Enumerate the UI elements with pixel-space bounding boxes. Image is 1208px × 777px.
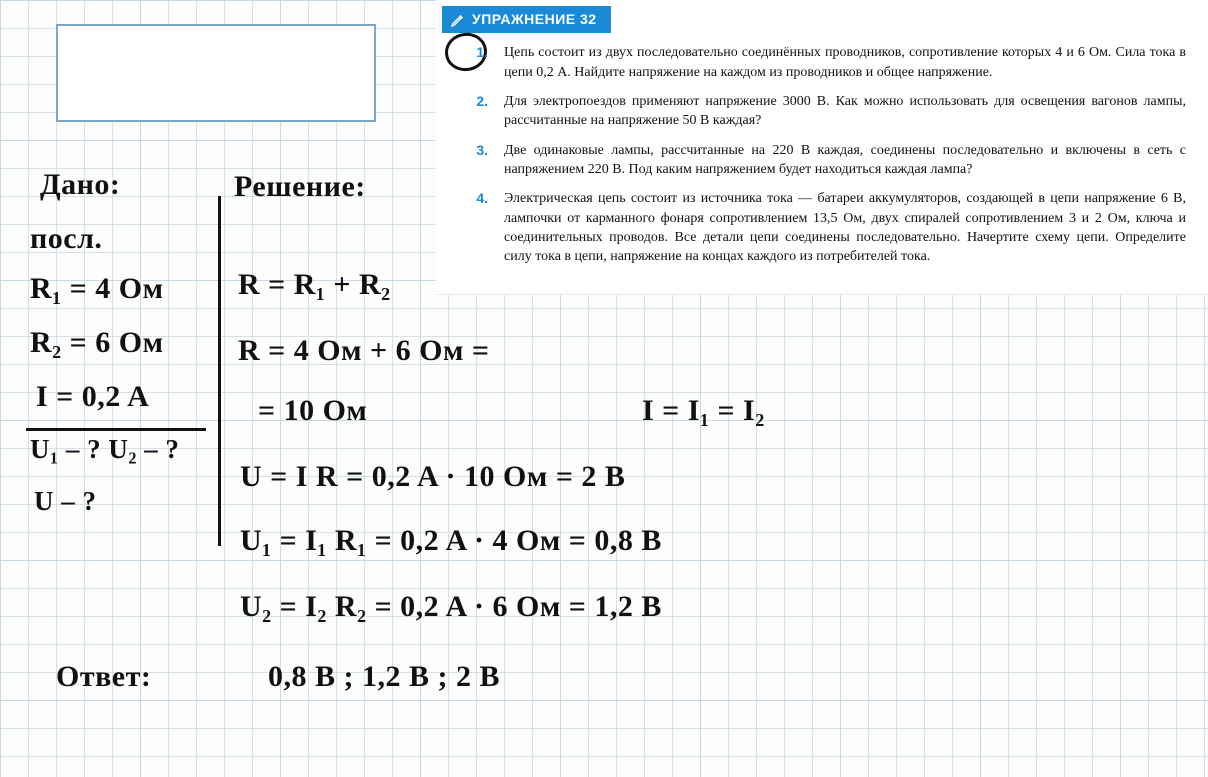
given-label: Дано: [40, 168, 120, 202]
name-field-frame [56, 24, 376, 122]
exercise-header-text: УПРАЖНЕНИЕ 32 [472, 10, 597, 29]
eq-U2: U₂ = I₂ R₂ = 0,2 A · 6 Ом = 1,2 В [240, 590, 662, 624]
eq-R-result: = 10 Ом [258, 394, 367, 428]
given-separator [26, 428, 206, 431]
given-I: I = 0,2 A [36, 380, 149, 414]
problem-1: 1. Цепь состоит из двух последовательно … [504, 43, 1186, 82]
given-solution-divider [218, 196, 221, 546]
answer-values: 0,8 В ; 1,2 В ; 2 В [268, 660, 500, 694]
problem-number: 3. [458, 141, 488, 160]
problem-number: 1. [458, 43, 488, 62]
problem-text: Цепь состоит из двух последовательно сое… [504, 45, 1186, 79]
eq-R-calc: R = 4 Ом + 6 Ом = [238, 334, 490, 368]
exercise-header: УПРАЖНЕНИЕ 32 [442, 6, 611, 33]
solution-label: Решение: [234, 170, 366, 204]
given-R1: R₁ = 4 Ом [30, 272, 164, 306]
find-U: U – ? [34, 486, 97, 517]
problem-text: Для электропоездов применяют напряжение … [504, 94, 1186, 128]
problem-3: 3. Две одинаковые лампы, рассчитанные на… [504, 141, 1186, 180]
pencil-ruler-icon [450, 12, 466, 28]
textbook-excerpt: УПРАЖНЕНИЕ 32 1. Цепь состоит из двух по… [436, 0, 1208, 295]
eq-U1: U₁ = I₁ R₁ = 0,2 A · 4 Ом = 0,8 В [240, 524, 662, 558]
problem-number: 2. [458, 92, 488, 111]
eq-I-equal: I = I₁ = I₂ [642, 394, 765, 428]
problem-text: Две одинаковые лампы, рассчитанные на 22… [504, 143, 1186, 177]
connection-type: посл. [30, 222, 102, 256]
given-R2: R₂ = 6 Ом [30, 326, 164, 360]
find-U1-U2: U₁ – ? U₂ – ? [30, 434, 179, 465]
eq-R-sum: R = R₁ + R₂ [238, 268, 391, 302]
eq-U-total: U = I R = 0,2 A · 10 Ом = 2 В [240, 460, 625, 494]
answer-label: Ответ: [56, 660, 151, 694]
problem-list: 1. Цепь состоит из двух последовательно … [446, 43, 1186, 266]
problem-4: 4. Электрическая цепь состоит из источни… [504, 189, 1186, 266]
problem-text: Электрическая цепь состоит из источника … [504, 191, 1186, 264]
problem-number: 4. [458, 189, 488, 208]
problem-2: 2. Для электропоездов применяют напряжен… [504, 92, 1186, 131]
